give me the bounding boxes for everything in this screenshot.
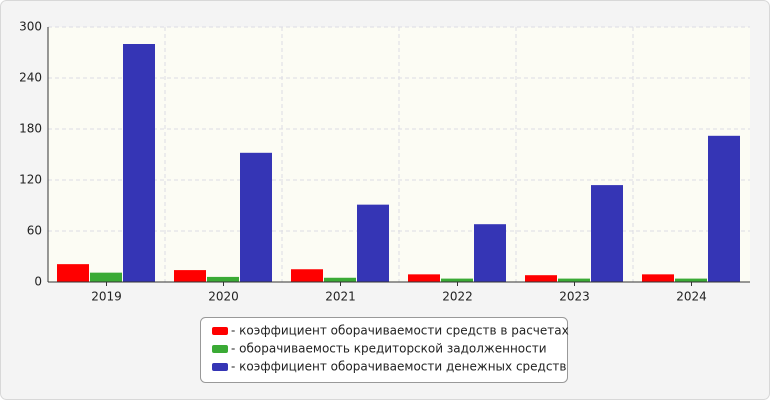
x-tick-label: 2019 <box>91 290 122 304</box>
bar <box>207 276 239 282</box>
bar <box>90 272 122 282</box>
bar <box>708 135 740 282</box>
x-tick-label: 2021 <box>325 290 356 304</box>
bar <box>291 269 323 282</box>
y-tick-label: 60 <box>27 224 42 238</box>
bar <box>123 44 155 282</box>
bar <box>240 152 272 282</box>
bar <box>57 264 89 282</box>
bar <box>324 277 356 282</box>
legend-swatch <box>212 363 228 371</box>
bar <box>474 224 506 282</box>
x-tick-label: 2023 <box>559 290 590 304</box>
bar <box>408 274 440 282</box>
legend-swatch <box>212 327 228 335</box>
bar <box>675 278 707 282</box>
y-tick-label: 240 <box>19 71 42 85</box>
x-tick-label: 2024 <box>676 290 707 304</box>
bar <box>591 185 623 282</box>
bar <box>558 278 590 282</box>
bar <box>525 275 557 282</box>
x-tick-label: 2022 <box>442 290 473 304</box>
legend-label: - оборачиваемость кредиторской задолженн… <box>231 342 547 356</box>
bar <box>642 274 674 282</box>
legend-swatch <box>212 345 228 353</box>
legend-label: - коэффициент оборачиваемости средств в … <box>231 324 569 338</box>
y-tick-label: 0 <box>34 275 42 289</box>
legend-label: - коэффициент оборачиваемости денежных с… <box>231 360 567 374</box>
y-tick-label: 120 <box>19 173 42 187</box>
bar <box>357 204 389 282</box>
y-tick-label: 180 <box>19 122 42 136</box>
bar <box>441 278 473 282</box>
bar <box>174 270 206 282</box>
legend <box>200 317 568 383</box>
y-tick-label: 300 <box>19 20 42 34</box>
x-tick-label: 2020 <box>208 290 239 304</box>
